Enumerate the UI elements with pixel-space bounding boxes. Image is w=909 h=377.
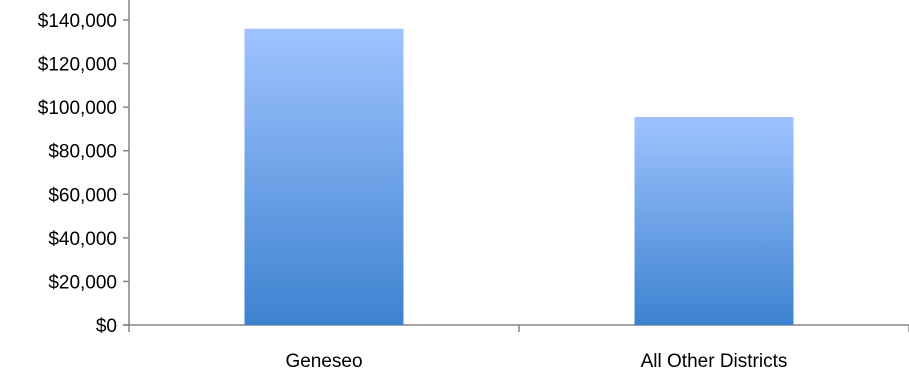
y-tick-label: $80,000 [48, 142, 117, 163]
y-tick-label: $120,000 [38, 55, 117, 76]
y-axis: $0 $20,000 $40,000 $60,000 $80,000 $100,000 $1… [38, 0, 130, 337]
x-axis: Geneseo All Other Districts [123, 324, 909, 372]
y-tick-label: $100,000 [38, 98, 117, 119]
bar [634, 116, 794, 325]
bar [244, 28, 404, 325]
y-tick-label: $0 [96, 316, 117, 337]
y-tick-label: $60,000 [48, 185, 117, 206]
y-tick-label: $140,000 [38, 11, 117, 32]
x-tick-label: All Other Districts [641, 351, 788, 372]
x-tick-label: Geneseo [285, 351, 362, 372]
bars [244, 28, 794, 325]
y-tick-label: $20,000 [48, 272, 117, 293]
y-tick-label: $40,000 [48, 229, 117, 250]
